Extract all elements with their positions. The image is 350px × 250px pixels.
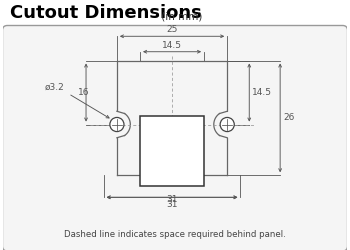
FancyBboxPatch shape bbox=[2, 26, 348, 250]
Text: Dashed line indicates space required behind panel.: Dashed line indicates space required beh… bbox=[64, 230, 286, 239]
Text: 16: 16 bbox=[77, 88, 89, 97]
Text: 31: 31 bbox=[166, 200, 178, 209]
Circle shape bbox=[220, 118, 234, 132]
Text: 14.5: 14.5 bbox=[162, 41, 182, 50]
Text: 14.5: 14.5 bbox=[252, 88, 272, 97]
Text: Cutout Dimensions: Cutout Dimensions bbox=[10, 4, 202, 22]
Text: ø3.2: ø3.2 bbox=[44, 82, 64, 92]
Text: (in mm): (in mm) bbox=[158, 12, 203, 22]
Text: 31: 31 bbox=[166, 195, 178, 204]
Text: 25: 25 bbox=[166, 25, 178, 34]
Bar bbox=[140, 116, 204, 186]
Circle shape bbox=[110, 118, 124, 132]
Text: 26: 26 bbox=[283, 114, 294, 122]
